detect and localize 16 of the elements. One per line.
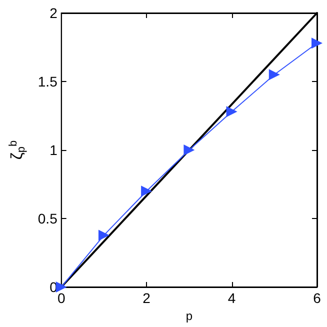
y-tick-label: 2 bbox=[50, 5, 58, 21]
x-axis-title: p bbox=[186, 308, 193, 323]
point bbox=[268, 69, 280, 80]
point bbox=[312, 38, 322, 49]
x-tick-label: 4 bbox=[228, 290, 236, 306]
y-tick-label: 0.5 bbox=[38, 210, 58, 226]
point bbox=[56, 282, 67, 292]
point bbox=[226, 106, 238, 118]
point bbox=[184, 144, 195, 156]
point bbox=[98, 230, 110, 241]
y-axis-title: ζpb bbox=[8, 140, 28, 160]
y-tick-label: 1 bbox=[50, 142, 58, 158]
point bbox=[141, 186, 152, 197]
y-tick-label: 1.5 bbox=[38, 74, 58, 90]
x-tick-label: 6 bbox=[313, 290, 322, 306]
x-tick-label: 2 bbox=[142, 290, 151, 306]
